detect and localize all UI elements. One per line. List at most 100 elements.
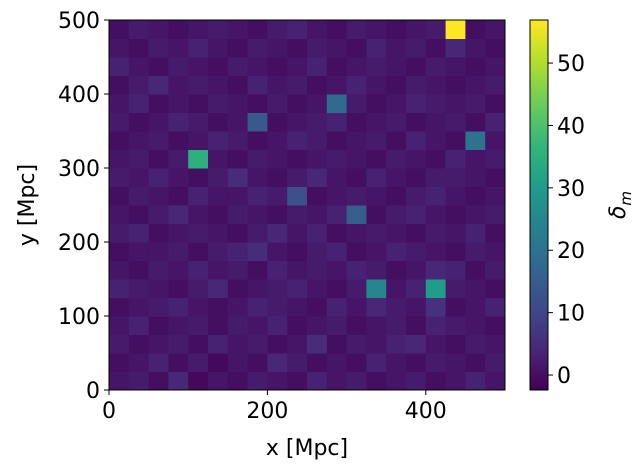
heatmap-cell bbox=[168, 223, 189, 243]
heatmap-cell bbox=[109, 297, 130, 317]
heatmap-cell bbox=[445, 75, 466, 95]
heatmap-cell bbox=[109, 371, 130, 391]
heatmap-cell bbox=[128, 149, 150, 169]
heatmap-cell bbox=[128, 371, 150, 391]
heatmap-cell bbox=[188, 20, 209, 39]
heatmap-cell bbox=[445, 371, 466, 391]
heatmap-cell bbox=[465, 168, 486, 187]
heatmap-cell bbox=[148, 131, 169, 150]
heatmap-cell bbox=[287, 186, 308, 206]
heatmap-cell bbox=[346, 38, 367, 58]
heatmap-cell bbox=[326, 131, 348, 150]
heatmap-cell bbox=[406, 334, 427, 354]
heatmap-cell bbox=[128, 112, 150, 132]
heatmap-cell bbox=[445, 334, 466, 354]
heatmap-cell bbox=[168, 279, 189, 298]
heatmap-cell bbox=[227, 168, 249, 187]
heatmap-cell bbox=[445, 223, 466, 243]
heatmap-cell bbox=[465, 57, 486, 76]
heatmap-cell bbox=[346, 371, 367, 391]
heatmap-cell bbox=[208, 20, 229, 39]
heatmap-cell bbox=[188, 260, 209, 280]
heatmap-cell bbox=[445, 112, 466, 132]
heatmap-cell bbox=[386, 57, 407, 76]
heatmap-cell bbox=[208, 260, 229, 280]
heatmap-cell bbox=[287, 149, 308, 169]
y-tick-label: 200 bbox=[58, 231, 100, 256]
heatmap-cell bbox=[326, 260, 348, 280]
heatmap-cell bbox=[247, 371, 268, 391]
x-tick-label: 400 bbox=[405, 399, 447, 424]
heatmap-cell bbox=[485, 297, 506, 317]
heatmap-cell bbox=[188, 334, 209, 354]
heatmap-cell bbox=[188, 94, 209, 113]
heatmap-cell bbox=[109, 334, 130, 354]
heatmap-cell bbox=[326, 94, 348, 113]
heatmap-cell bbox=[366, 186, 387, 206]
heatmap-cell bbox=[148, 112, 169, 132]
x-tick-label: 0 bbox=[102, 399, 116, 424]
heatmap-cell bbox=[465, 186, 486, 206]
heatmap-cell bbox=[326, 334, 348, 354]
heatmap-cell bbox=[346, 57, 367, 76]
heatmap-cell bbox=[247, 260, 268, 280]
heatmap-cell bbox=[128, 186, 150, 206]
heatmap-cell bbox=[287, 353, 308, 372]
heatmap-cell bbox=[307, 57, 328, 76]
heatmap-cell bbox=[386, 112, 407, 132]
heatmap-cell bbox=[227, 279, 249, 298]
heatmap-cell bbox=[425, 186, 447, 206]
heatmap-cell bbox=[366, 38, 387, 58]
heatmap-cell bbox=[188, 205, 209, 224]
y-tick-label: 100 bbox=[58, 305, 100, 330]
heatmap-cell bbox=[307, 260, 328, 280]
heatmap-cell bbox=[208, 334, 229, 354]
heatmap-cell bbox=[148, 297, 169, 317]
heatmap-cell bbox=[287, 112, 308, 132]
heatmap-cell bbox=[208, 297, 229, 317]
heatmap-cell bbox=[267, 353, 288, 372]
heatmap-cell bbox=[247, 205, 268, 224]
heatmap-cell bbox=[188, 149, 209, 169]
heatmap-cell bbox=[267, 149, 288, 169]
heatmap-cell bbox=[247, 353, 268, 372]
heatmap-cell bbox=[465, 112, 486, 132]
heatmap-cell bbox=[148, 205, 169, 224]
heatmap-cell bbox=[267, 260, 288, 280]
heatmap-cell bbox=[406, 205, 427, 224]
heatmap-cell bbox=[188, 279, 209, 298]
heatmap-cell bbox=[386, 242, 407, 261]
heatmap-cell bbox=[346, 297, 367, 317]
heatmap-cell bbox=[465, 131, 486, 150]
heatmap-cell bbox=[465, 94, 486, 113]
heatmap-cell bbox=[109, 242, 130, 261]
heatmap-cell bbox=[406, 186, 427, 206]
heatmap-cell bbox=[287, 223, 308, 243]
heatmap-cell bbox=[188, 316, 209, 335]
heatmap-cell bbox=[366, 242, 387, 261]
heatmap-cell bbox=[168, 334, 189, 354]
heatmap-cell bbox=[425, 260, 447, 280]
heatmap-cell bbox=[465, 260, 486, 280]
heatmap-cell bbox=[287, 316, 308, 335]
colorbar-subscript: m bbox=[617, 191, 635, 206]
heatmap-cell bbox=[227, 112, 249, 132]
heatmap-cell bbox=[386, 20, 407, 39]
heatmap-cell bbox=[287, 260, 308, 280]
heatmap-cell bbox=[445, 260, 466, 280]
heatmap-cell bbox=[485, 260, 506, 280]
heatmap-cell bbox=[168, 297, 189, 317]
heatmap-cell bbox=[267, 223, 288, 243]
heatmap-cell bbox=[346, 149, 367, 169]
heatmap-cell bbox=[168, 205, 189, 224]
heatmap-cell bbox=[485, 131, 506, 150]
heatmap-cell bbox=[148, 353, 169, 372]
heatmap-cell bbox=[109, 38, 130, 58]
heatmap-cell bbox=[168, 149, 189, 169]
heatmap-cell bbox=[168, 57, 189, 76]
heatmap-cell bbox=[386, 94, 407, 113]
x-axis-label: x [Mpc] bbox=[266, 436, 348, 461]
heatmap-cell bbox=[326, 223, 348, 243]
heatmap-cell bbox=[128, 168, 150, 187]
heatmap-cell bbox=[267, 371, 288, 391]
